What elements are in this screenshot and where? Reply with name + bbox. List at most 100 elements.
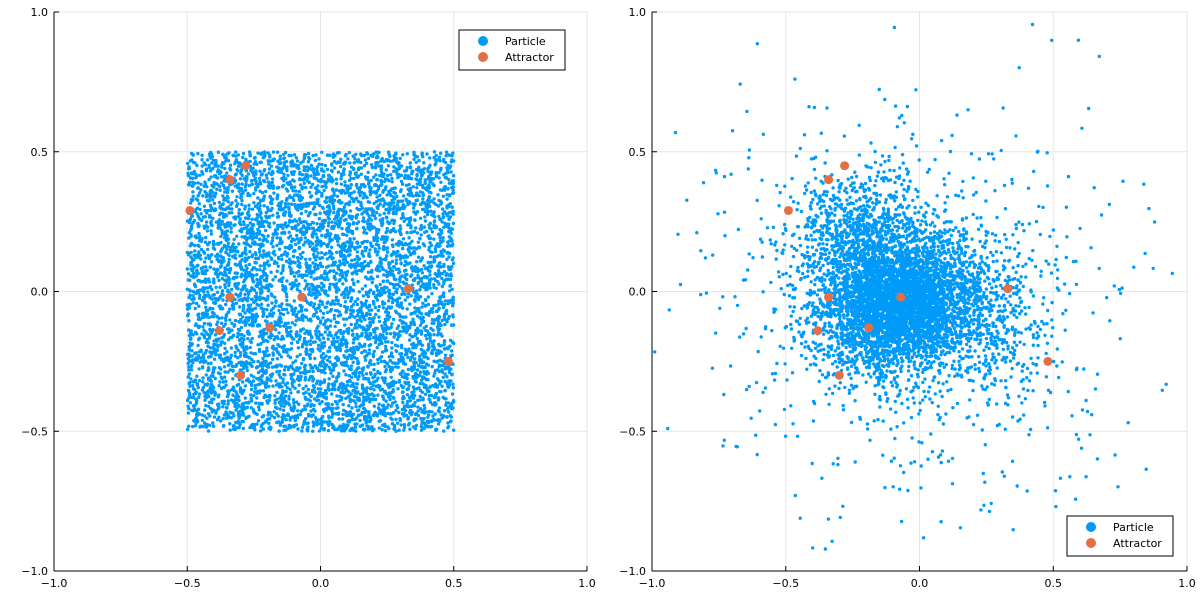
particle-point bbox=[224, 302, 228, 307]
particle-point bbox=[345, 349, 350, 353]
particle-point bbox=[359, 172, 363, 176]
particle-point bbox=[385, 193, 389, 197]
particle-point bbox=[247, 323, 252, 327]
particle-point bbox=[332, 166, 337, 170]
particle-point bbox=[361, 216, 366, 220]
particle-point bbox=[265, 315, 269, 319]
particle-point bbox=[286, 330, 290, 335]
particle-point bbox=[427, 397, 431, 401]
particle-point bbox=[336, 160, 340, 164]
particle-point bbox=[312, 270, 316, 274]
particle-point bbox=[226, 399, 230, 403]
particle-point bbox=[394, 156, 399, 161]
particle-point bbox=[361, 325, 365, 329]
particle-point bbox=[372, 152, 376, 156]
particle-point bbox=[242, 334, 246, 338]
particle-point bbox=[360, 331, 364, 335]
particle-point bbox=[298, 265, 302, 269]
particle-point bbox=[379, 261, 383, 266]
particle-point bbox=[188, 401, 193, 405]
particle-point bbox=[206, 253, 210, 258]
particle-point bbox=[323, 305, 327, 309]
particle-point bbox=[335, 331, 339, 335]
particle-point bbox=[329, 168, 334, 173]
particle-point bbox=[311, 379, 315, 383]
particle-point bbox=[216, 275, 220, 279]
particle-point bbox=[225, 171, 229, 175]
particle-point bbox=[236, 164, 241, 168]
particle-point bbox=[332, 263, 337, 267]
particle-point bbox=[203, 301, 207, 305]
particle-point bbox=[216, 150, 221, 154]
particle-point bbox=[404, 168, 409, 173]
particle-point bbox=[440, 284, 444, 289]
particle-point bbox=[201, 380, 205, 384]
particle-point bbox=[209, 331, 213, 335]
particle-point bbox=[210, 253, 214, 257]
particle-point bbox=[386, 270, 390, 274]
particle-point bbox=[252, 393, 256, 398]
particle-point bbox=[394, 254, 399, 258]
particle-point bbox=[277, 429, 281, 433]
particle-point bbox=[204, 308, 209, 313]
particle-point bbox=[358, 424, 362, 428]
particle-point bbox=[325, 195, 329, 200]
particle-point bbox=[340, 417, 345, 421]
particle-point bbox=[401, 194, 406, 198]
particle-point bbox=[382, 411, 387, 415]
particle-point bbox=[368, 371, 373, 375]
particle-point bbox=[235, 421, 239, 425]
particle-point bbox=[360, 287, 365, 291]
particle-point bbox=[265, 308, 269, 312]
particle-point bbox=[237, 293, 241, 298]
particle-point bbox=[246, 336, 250, 341]
particle-point bbox=[224, 405, 229, 410]
particle-point bbox=[427, 342, 431, 346]
particle-point bbox=[243, 396, 247, 400]
particle-point bbox=[339, 251, 343, 255]
particle-point bbox=[230, 189, 235, 193]
particle-point bbox=[407, 236, 411, 240]
particle-point bbox=[289, 374, 294, 378]
particle-point bbox=[397, 410, 401, 415]
particle-point bbox=[314, 243, 318, 247]
particle-point bbox=[269, 172, 274, 177]
particle-point bbox=[218, 188, 222, 192]
particle-point bbox=[373, 216, 378, 221]
particle-point bbox=[292, 153, 297, 157]
particle-point bbox=[267, 171, 271, 175]
particle-point bbox=[219, 250, 223, 254]
particle-point bbox=[382, 273, 386, 277]
particle-point bbox=[398, 224, 402, 228]
particle-point bbox=[416, 240, 420, 244]
particle-point bbox=[419, 177, 423, 181]
particle-point bbox=[301, 356, 306, 361]
particle-point bbox=[395, 298, 399, 302]
particle-point bbox=[294, 156, 299, 160]
particle-point bbox=[302, 315, 307, 319]
particle-point bbox=[397, 174, 402, 178]
particle-point bbox=[303, 375, 308, 380]
particle-point bbox=[452, 428, 456, 432]
particle-point bbox=[312, 305, 316, 309]
particle-point bbox=[320, 233, 324, 238]
particle-point bbox=[278, 154, 282, 158]
particle-point bbox=[296, 427, 300, 431]
particle-point bbox=[207, 256, 212, 261]
particle-point bbox=[218, 307, 223, 311]
particle-point bbox=[285, 181, 289, 185]
particle-point bbox=[428, 336, 432, 340]
particle-point bbox=[400, 286, 404, 291]
particle-point bbox=[242, 222, 246, 227]
particle-point bbox=[347, 150, 351, 155]
particle-point bbox=[430, 410, 434, 414]
particle-point bbox=[187, 251, 191, 255]
particle-point bbox=[401, 361, 406, 366]
particle-point bbox=[191, 404, 196, 408]
particle-point bbox=[405, 230, 409, 235]
particle-point bbox=[358, 315, 362, 319]
particle-point bbox=[267, 384, 271, 389]
particle-point bbox=[396, 387, 400, 391]
particle-point bbox=[438, 382, 442, 386]
particle-point bbox=[405, 272, 409, 277]
